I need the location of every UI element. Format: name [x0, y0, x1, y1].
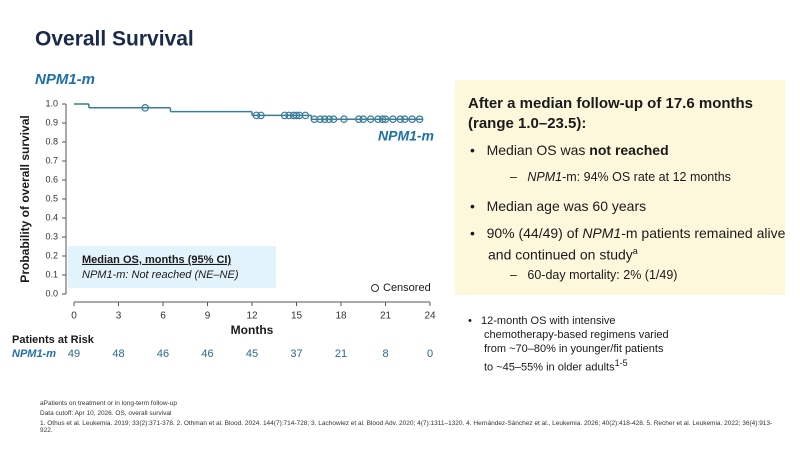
censor-mark: [389, 115, 397, 124]
censor-mark: [325, 115, 333, 124]
legend-heading: Median OS, months (95% CI): [82, 254, 231, 266]
censor-mark: [329, 115, 338, 124]
risk-value: 37: [290, 348, 302, 360]
censor-mark: [292, 111, 301, 120]
risk-label: NPM1-m: [12, 348, 56, 360]
subtitle: NPM1-m: [35, 71, 95, 88]
y-tick-label: 1.0: [45, 98, 58, 108]
censor-mark: [366, 115, 375, 124]
y-tick-label: 0.9: [45, 117, 58, 127]
text: 60-day mortality: 2% (1/49): [527, 268, 678, 282]
censor-mark: [378, 115, 387, 124]
x-tick-label: 9: [205, 311, 211, 322]
risk-value: 0: [427, 348, 433, 360]
censor-mark: [141, 104, 150, 112]
y-tick-label: 0.5: [45, 193, 58, 203]
censor-mark: [316, 115, 325, 124]
text: 90% (44/49) of: [486, 225, 583, 241]
text: 1-5: [614, 358, 628, 368]
censor-mark: [354, 115, 363, 124]
risk-value: 46: [201, 348, 213, 360]
censor-mark: [400, 115, 409, 124]
sub-bullet: – NPM1-m: 94% OS rate at 12 months: [510, 170, 731, 184]
x-tick-label: 18: [335, 311, 347, 322]
footnote: 1. Othus et al. Leukemia. 2019; 33(2):37…: [40, 420, 773, 434]
bullet: • 90% (44/49) of NPM1-m patients remaine…: [470, 225, 786, 263]
y-tick-label: 0.3: [45, 231, 58, 241]
x-tick-label: 21: [380, 311, 392, 322]
text: NPM1: [582, 225, 622, 241]
text: -m: 94% OS rate at 12 months: [562, 170, 731, 184]
panel-heading: After a median follow-up of 17.6 months …: [468, 95, 754, 132]
censor-mark: [396, 115, 405, 124]
summary-panel: [455, 80, 785, 295]
y-tick-label: 0.8: [45, 136, 58, 146]
censor-mark: [285, 111, 293, 120]
risk-value: 46: [157, 348, 169, 360]
y-tick-label: 0.6: [45, 174, 58, 184]
x-tick-label: 15: [291, 311, 303, 322]
y-label: Probability of overall survival: [18, 115, 32, 282]
x-tick-label: 12: [246, 311, 258, 322]
bullet: • Median age was 60 years: [470, 198, 647, 214]
x-tick-label: 3: [116, 311, 122, 322]
bullet: • Median OS was not reached: [470, 142, 669, 158]
censor-mark: [301, 111, 310, 120]
censor-mark: [381, 115, 390, 124]
text: Median age was 60 years: [486, 198, 647, 214]
censor-mark: [359, 115, 368, 124]
footnote: Data cutoff: Apr 10, 2026. OS, overall s…: [40, 410, 172, 417]
risk-value: 21: [335, 348, 347, 360]
censor-mark: [320, 115, 329, 124]
risk-title: Patients at Risk: [12, 334, 95, 346]
x-tick-label: 0: [71, 311, 77, 322]
title: Overall Survival: [35, 28, 194, 51]
y-tick-label: 0.4: [45, 212, 58, 222]
risk-value: 48: [112, 348, 124, 360]
text: a: [632, 246, 638, 256]
censor-mark: [415, 115, 424, 124]
risk-value: 45: [246, 348, 258, 360]
y-tick-label: 0.1: [45, 269, 58, 279]
y-tick-label: 0.2: [45, 250, 58, 260]
y-tick-label: 0.7: [45, 155, 58, 165]
censor-mark: [374, 115, 382, 124]
risk-value: 8: [382, 348, 388, 360]
text: not reached: [589, 142, 669, 158]
y-tick-label: 0.0: [45, 288, 58, 298]
text: -m patients remained alive and continued…: [488, 225, 786, 263]
x-tick-label: 24: [424, 311, 436, 322]
censor-mark: [252, 111, 261, 120]
x-label: Months: [231, 323, 274, 337]
risk-value: 49: [68, 348, 80, 360]
legend-box: [68, 246, 276, 288]
text: NPM1: [527, 170, 563, 184]
censored-legend: Censored: [383, 282, 431, 294]
x-tick-label: 6: [160, 311, 166, 322]
note: • 12-month OS with intensive chemotherap…: [468, 315, 669, 374]
censor-mark: [257, 111, 265, 120]
text: 12-month OS with intensive chemotherapy-…: [481, 315, 669, 374]
censor-mark: [408, 115, 417, 124]
text: Median OS was: [486, 142, 590, 158]
censor-mark: [340, 115, 348, 124]
legend-row: NPM1-m: Not reached (NE–NE): [82, 269, 239, 281]
sub-bullet: – 60-day mortality: 2% (1/49): [510, 268, 678, 282]
censored-legend-icon: [371, 284, 379, 292]
censor-mark: [280, 111, 289, 120]
series-label: NPM1-m: [378, 128, 434, 144]
footnote: aPatients on treatment or in long-term f…: [40, 400, 177, 407]
